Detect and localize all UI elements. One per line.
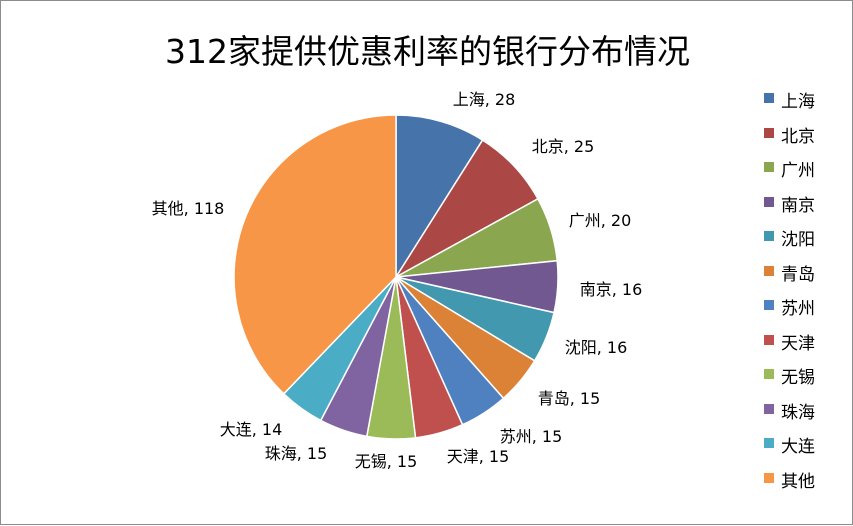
chart-title: 312家提供优惠利率的银行分布情况 xyxy=(165,32,690,71)
pie-slices xyxy=(233,114,559,440)
legend-label: 无锡 xyxy=(781,368,815,388)
legend-swatch xyxy=(764,472,774,483)
legend-label: 天津 xyxy=(781,333,815,354)
legend-label: 南京 xyxy=(781,195,815,216)
pie-slice-11 xyxy=(233,114,397,395)
data-label-5: 青岛, 15 xyxy=(538,389,601,408)
data-label-6: 苏州, 15 xyxy=(500,427,563,446)
legend-swatch xyxy=(764,403,774,414)
data-label-8: 无锡, 15 xyxy=(355,452,418,471)
legend-label: 沈阳 xyxy=(781,230,815,250)
legend-swatch xyxy=(764,162,774,172)
data-label-0: 上海, 28 xyxy=(453,90,516,109)
data-label-10: 大连, 14 xyxy=(220,420,283,439)
legend-label: 广州 xyxy=(781,161,815,181)
legend-swatch xyxy=(764,127,774,138)
data-label-9: 珠海, 15 xyxy=(265,444,328,463)
legend-swatch xyxy=(764,93,774,103)
legend-swatch xyxy=(764,334,774,345)
legend-label: 其他 xyxy=(781,471,815,492)
legend-swatch xyxy=(764,196,774,207)
legend-label: 大连 xyxy=(781,437,815,457)
data-label-4: 沈阳, 16 xyxy=(565,338,628,357)
data-label-3: 南京, 16 xyxy=(580,280,643,299)
data-label-11: 其他, 118 xyxy=(152,199,225,218)
data-label-1: 北京, 25 xyxy=(532,137,595,156)
legend-swatch xyxy=(764,300,774,310)
legend-label: 珠海 xyxy=(781,402,815,423)
legend-swatch xyxy=(764,369,774,379)
pie-data-labels: 上海, 28 北京, 25 广州, 20 南京, 16 沈阳, 16 青岛, 15 苏州, … xyxy=(152,90,643,471)
legend-label: 上海 xyxy=(781,92,815,112)
legend-swatch xyxy=(764,438,774,448)
legend-swatch xyxy=(764,265,774,276)
legend-swatch xyxy=(764,231,774,241)
data-label-2: 广州, 20 xyxy=(569,211,632,230)
legend-label: 北京 xyxy=(781,126,815,147)
data-label-7: 天津, 15 xyxy=(447,447,510,466)
legend-label: 青岛 xyxy=(781,264,815,285)
legend-label: 苏州 xyxy=(781,299,815,319)
pie-slice-0 xyxy=(395,114,484,280)
